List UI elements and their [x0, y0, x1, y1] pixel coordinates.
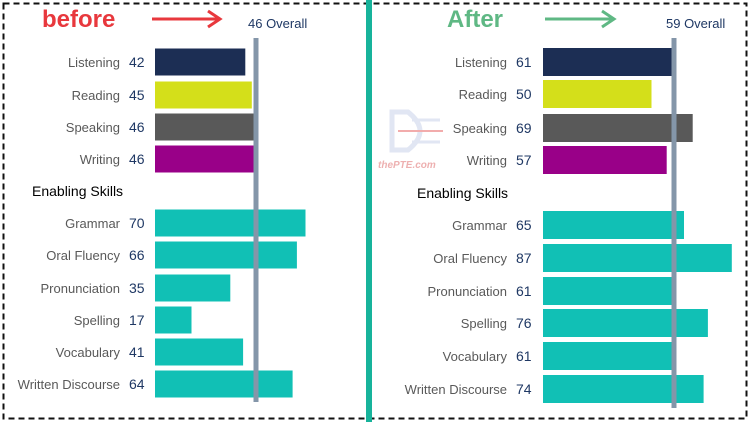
enabling-skills-heading: Enabling Skills — [32, 183, 123, 199]
grammar-bar — [155, 209, 306, 237]
vocabulary-value: 61 — [516, 348, 532, 364]
speaking-value: 46 — [129, 119, 145, 135]
written-discourse-bar — [155, 370, 293, 398]
pronunciation-bar — [155, 274, 231, 302]
right-arrow-icon — [545, 9, 617, 29]
writing-value: 46 — [129, 151, 145, 167]
writing-label: Writing — [80, 152, 120, 167]
oral-fluency-label: Oral Fluency — [46, 248, 120, 263]
spelling-bar — [543, 309, 708, 337]
spelling-value: 76 — [516, 315, 532, 331]
oral-fluency-bar — [543, 244, 732, 272]
pronunciation-value: 35 — [129, 280, 145, 296]
after-title: After — [447, 6, 503, 33]
reading-label: Reading — [72, 88, 120, 103]
after-panel: Listening 61 Reading 50 Speaking 69 Writing 57 G… — [405, 38, 732, 408]
written-discourse-label: Written Discourse — [18, 377, 120, 392]
enabling-skills-heading: Enabling Skills — [417, 185, 508, 201]
speaking-label: Speaking — [453, 121, 507, 136]
right-arrow-icon — [152, 9, 223, 29]
writing-value: 57 — [516, 152, 532, 168]
listening-label: Listening — [455, 55, 507, 70]
spelling-value: 17 — [129, 312, 145, 328]
listening-label: Listening — [68, 55, 120, 70]
reading-bar — [543, 80, 652, 108]
grammar-label: Grammar — [452, 218, 508, 233]
listening-value: 61 — [516, 54, 532, 70]
reading-label: Reading — [459, 87, 507, 102]
vocabulary-value: 41 — [129, 344, 145, 360]
writing-bar — [155, 145, 254, 173]
speaking-value: 69 — [516, 120, 532, 136]
reading-bar — [155, 81, 252, 109]
pronunciation-label: Pronunciation — [41, 281, 121, 296]
written-discourse-value: 64 — [129, 376, 145, 392]
vocabulary-label: Vocabulary — [56, 345, 121, 360]
spelling-label: Spelling — [74, 313, 120, 328]
oral-fluency-value: 87 — [516, 250, 532, 266]
overall-score-after: 59 Overall — [666, 16, 725, 31]
reading-value: 50 — [516, 86, 532, 102]
thepte-logo: thePTE.com — [378, 109, 443, 171]
speaking-label: Speaking — [66, 120, 120, 135]
overall-score-line — [253, 38, 259, 402]
pronunciation-label: Pronunciation — [428, 284, 508, 299]
vocabulary-bar — [543, 342, 676, 370]
written-discourse-bar — [543, 375, 704, 403]
written-discourse-label: Written Discourse — [405, 382, 507, 397]
writing-label: Writing — [467, 153, 507, 168]
vocabulary-label: Vocabulary — [443, 349, 508, 364]
overall-score-line — [671, 38, 677, 408]
pronunciation-bar — [543, 277, 676, 305]
pronunciation-value: 61 — [516, 283, 532, 299]
oral-fluency-label: Oral Fluency — [433, 251, 507, 266]
listening-value: 42 — [129, 54, 145, 70]
before-title: before — [42, 6, 115, 33]
oral-fluency-value: 66 — [129, 247, 145, 263]
written-discourse-value: 74 — [516, 381, 532, 397]
panel-divider — [366, 0, 372, 422]
grammar-value: 70 — [129, 215, 145, 231]
watermark-text: thePTE.com — [378, 160, 436, 171]
before-panel: Listening 42 Reading 45 Speaking 46 Writing 46 G… — [18, 38, 306, 402]
reading-value: 45 — [129, 87, 145, 103]
spelling-label: Spelling — [461, 316, 507, 331]
grammar-value: 65 — [516, 217, 532, 233]
vocabulary-bar — [155, 338, 244, 366]
oral-fluency-bar — [155, 241, 297, 269]
writing-bar — [543, 146, 667, 174]
grammar-label: Grammar — [65, 216, 121, 231]
listening-bar — [155, 48, 246, 76]
overall-score-before: 46 Overall — [248, 16, 307, 31]
listening-bar — [543, 48, 676, 76]
spelling-bar — [155, 306, 192, 334]
speaking-bar — [155, 113, 254, 141]
speaking-bar — [543, 114, 693, 142]
grammar-bar — [543, 211, 684, 239]
